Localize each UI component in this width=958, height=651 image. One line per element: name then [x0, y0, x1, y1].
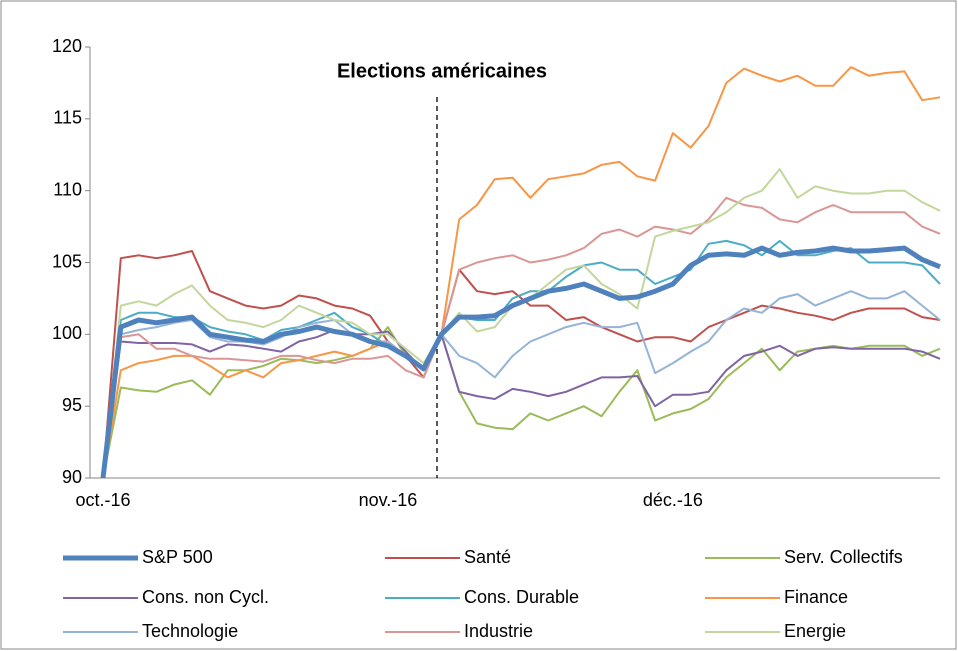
- series-line: [102, 196, 941, 479]
- y-tick-label: 100: [52, 323, 82, 343]
- legend-label: Santé: [464, 547, 511, 567]
- y-tick-label: 115: [53, 108, 82, 128]
- series-line: [102, 66, 941, 479]
- legend-label: Industrie: [464, 621, 533, 641]
- y-tick-label: 90: [62, 467, 82, 487]
- x-tick-label: déc.-16: [643, 490, 703, 510]
- series-line: [102, 326, 941, 479]
- annotation: Elections américaines: [337, 60, 547, 82]
- y-tick-label: 105: [52, 251, 82, 271]
- series-line: [102, 239, 941, 479]
- legend-label: Technologie: [142, 621, 238, 641]
- legend-label: Finance: [784, 587, 848, 607]
- legend-label: Cons. Durable: [464, 587, 579, 607]
- series-line: [100, 245, 941, 479]
- y-tick-label: 95: [62, 395, 82, 415]
- series-line: [102, 329, 941, 479]
- y-tick-label: 110: [53, 179, 82, 199]
- x-tick-label: oct.-16: [75, 490, 130, 510]
- legend-label: Serv. Collectifs: [784, 547, 903, 567]
- legend-label: S&P 500: [142, 547, 213, 567]
- series-line: [102, 250, 941, 479]
- legend-label: Energie: [784, 621, 846, 641]
- y-tick-label: 120: [52, 36, 82, 56]
- legend-label: Cons. non Cycl.: [142, 587, 269, 607]
- x-tick-label: nov.-16: [359, 490, 418, 510]
